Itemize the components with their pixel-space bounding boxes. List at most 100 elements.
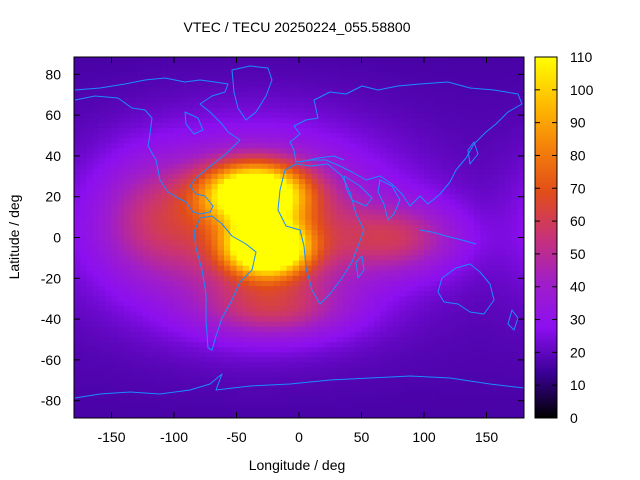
heatmap-cell	[80, 61, 88, 67]
heatmap-cell	[136, 239, 144, 246]
heatmap-cell	[324, 229, 331, 236]
heatmap-cell	[80, 305, 88, 312]
heatmap-cell	[192, 198, 200, 205]
heatmap-cell	[467, 397, 475, 404]
heatmap-cell	[174, 81, 181, 88]
heatmap-cell	[124, 361, 131, 368]
heatmap-cell	[349, 117, 356, 123]
heatmap-cell	[299, 402, 306, 409]
heatmap-cell	[355, 351, 363, 358]
heatmap-cell	[367, 310, 375, 317]
heatmap-cell	[317, 57, 325, 62]
heatmap-cell	[486, 382, 494, 389]
heatmap-cell	[355, 117, 363, 123]
heatmap-cell	[342, 326, 350, 332]
heatmap-cell	[249, 239, 256, 246]
heatmap-cell	[392, 163, 400, 169]
heatmap-cell	[349, 96, 356, 103]
heatmap-cell	[136, 86, 144, 93]
heatmap-cell	[449, 127, 456, 134]
heatmap-cell	[399, 163, 406, 169]
heatmap-cell	[480, 117, 488, 123]
heatmap-cell	[180, 356, 188, 363]
heatmap-cell	[367, 316, 375, 322]
heatmap-cell	[149, 382, 156, 389]
heatmap-cell	[292, 137, 300, 144]
heatmap-cell	[105, 96, 113, 103]
heatmap-cell	[492, 285, 500, 292]
heatmap-cell	[136, 61, 144, 67]
heatmap-cell	[199, 86, 206, 93]
heatmap-cell	[261, 321, 269, 327]
heatmap-cell	[399, 203, 406, 210]
heatmap-cell	[111, 152, 119, 159]
heatmap-cell	[80, 106, 88, 113]
heatmap-cell	[317, 168, 325, 174]
heatmap-cell	[380, 331, 388, 338]
heatmap-cell	[336, 106, 344, 113]
heatmap-cell	[124, 106, 131, 113]
heatmap-cell	[111, 219, 119, 225]
heatmap-cell	[355, 310, 363, 317]
heatmap-cell	[480, 132, 488, 139]
heatmap-cell	[261, 331, 269, 338]
heatmap-cell	[492, 361, 500, 368]
heatmap-cell	[305, 112, 313, 118]
heatmap-cell	[499, 66, 506, 72]
heatmap-cell	[161, 96, 169, 103]
heatmap-cell	[342, 178, 350, 185]
heatmap-cell	[411, 208, 419, 215]
heatmap-cell	[436, 219, 444, 225]
heatmap-cell	[261, 188, 269, 195]
heatmap-cell	[74, 183, 81, 190]
heatmap-cell	[92, 392, 100, 399]
heatmap-cell	[392, 117, 400, 123]
heatmap-cell	[149, 219, 156, 225]
heatmap-cell	[267, 316, 275, 322]
heatmap-cell	[217, 96, 225, 103]
heatmap-cell	[386, 407, 394, 414]
heatmap-cell	[117, 168, 125, 174]
heatmap-cell	[217, 295, 225, 302]
heatmap-cell	[480, 96, 488, 103]
heatmap-cell	[424, 397, 431, 404]
heatmap-cell	[274, 321, 281, 327]
heatmap-cell	[330, 188, 338, 195]
heatmap-cell	[249, 397, 256, 404]
heatmap-cell	[249, 127, 256, 134]
heatmap-cell	[186, 361, 194, 368]
heatmap-cell	[367, 117, 375, 123]
heatmap-cell	[292, 310, 300, 317]
heatmap-cell	[505, 112, 513, 118]
heatmap-cell	[142, 214, 150, 220]
heatmap-cell	[86, 198, 94, 205]
heatmap-cell	[174, 234, 181, 241]
heatmap-cell	[355, 234, 363, 241]
heatmap-cell	[411, 157, 419, 164]
heatmap-cell	[149, 152, 156, 159]
heatmap-cell	[330, 208, 338, 215]
heatmap-cell	[349, 91, 356, 98]
heatmap-cell	[280, 147, 288, 154]
heatmap-cell	[192, 387, 200, 394]
heatmap-cell	[317, 331, 325, 338]
heatmap-cell	[130, 234, 138, 241]
heatmap-cell	[474, 57, 481, 62]
heatmap-cell	[499, 346, 506, 353]
heatmap-cell	[499, 142, 506, 149]
heatmap-cell	[474, 280, 481, 287]
heatmap-cell	[99, 66, 106, 72]
heatmap-cell	[186, 270, 194, 276]
heatmap-cell	[105, 214, 113, 220]
heatmap-cell	[155, 239, 163, 246]
heatmap-cell	[142, 321, 150, 327]
heatmap-cell	[230, 387, 238, 394]
heatmap-cell	[149, 346, 156, 353]
heatmap-cell	[417, 76, 425, 83]
heatmap-cell	[186, 163, 194, 169]
heatmap-cell	[330, 224, 338, 230]
heatmap-cell	[474, 300, 481, 307]
heatmap-cell	[124, 188, 131, 195]
heatmap-cell	[74, 372, 81, 378]
heatmap-cell	[411, 91, 419, 98]
